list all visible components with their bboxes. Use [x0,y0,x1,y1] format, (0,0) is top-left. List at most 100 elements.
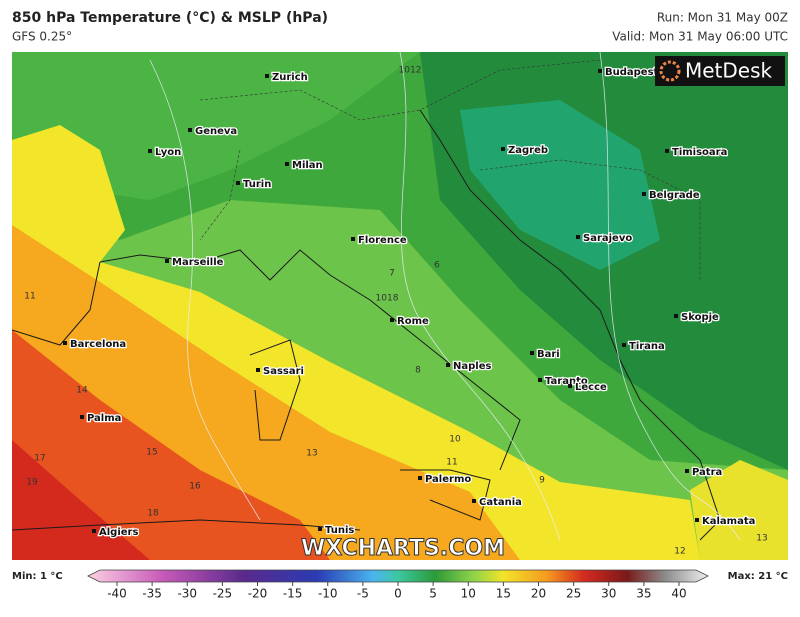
colorbar-tick-label: 25 [566,587,581,601]
contour-label: 13 [756,534,767,544]
city-label: Patra [692,467,722,478]
contour-label: 1018 [376,294,399,304]
city-dot [165,259,169,263]
city-label: Turin [243,179,271,190]
city-dot [390,318,394,322]
city-label: Palermo [425,474,471,485]
city-dot [256,368,260,372]
city-dot [318,527,322,531]
city-dot [351,237,355,241]
city-label: Taranto [545,376,588,387]
city-label: Sarajevo [583,233,632,244]
contour-label: 1012 [399,66,422,76]
city-label: Tirana [629,341,665,352]
colorbar-tick-label: 15 [496,587,511,601]
city-label: Naples [453,361,491,372]
field-red-orange [12,330,330,560]
contour-label: 6 [434,261,440,271]
contour-label: 14 [76,386,88,396]
city-label: Marseille [172,257,224,268]
field-red [12,440,150,560]
city-label: Bari [537,349,560,360]
city-dot [568,384,572,388]
city-dot [598,69,602,73]
city-dot [674,314,678,318]
colorbar-tick-label: 0 [394,587,402,601]
colorbar-tick-label: -20 [248,587,268,601]
city-label: Lyon [155,147,181,158]
contour-label: 12 [674,547,685,557]
colorbar-tick-label: -35 [142,587,162,601]
colorbar-tick-label: -25 [213,587,233,601]
city-label: Milan [292,160,323,171]
legend-max: Max: 21 °C [728,571,788,582]
contour-label: 7 [389,269,395,279]
city-dot [665,149,669,153]
run-time: Run: Mon 31 May 00Z [657,11,788,25]
coastlines [12,109,721,541]
contour-label: 17 [34,454,45,464]
colorbar-tick-label: 5 [429,587,437,601]
colorbar-tick-label: -5 [357,587,369,601]
contour-label: 13 [306,449,317,459]
colorbar-tick-label: 35 [636,587,651,601]
logo: MetDesk [685,59,773,83]
city-label: Budapest [605,67,659,78]
city-label: Catania [479,497,522,508]
valid-time: Valid: Mon 31 May 06:00 UTC [612,30,788,44]
city-label: Palma [87,413,121,424]
city-dot [538,378,542,382]
city-label: Zagreb [508,145,548,156]
city-label: Tunis [325,525,354,536]
city-dot [695,518,699,522]
city-dot [501,147,505,151]
contour-label: 8 [415,366,421,376]
city-label: Belgrade [649,190,700,201]
city-label: Rome [397,316,429,327]
city-dot [80,415,84,419]
city-dot [236,181,240,185]
city-label: Geneva [195,126,237,137]
contour-label: 9 [539,476,545,486]
logo-icon [659,60,681,82]
contour-label: 10 [449,435,461,445]
field-nw [12,52,420,200]
logo-box [655,56,785,86]
city-dot [265,74,269,78]
subtitle: GFS 0.25° [12,30,72,44]
city-labels: Zurich Geneva Lyon Milan Turin Marseille Flore… [63,66,757,539]
contour-label: 11 [446,458,457,468]
contour-label: 11 [24,292,35,302]
city-label: Barcelona [70,339,126,350]
colorbar-ticks: -40 -35 -30 -25 -20 -15 -10 -5 0 5 10 15 20 25 30 35 40 [107,582,687,601]
map: Zurich Geneva Lyon Milan Turin Marseille Flore… [12,52,788,560]
city-dot [92,529,96,533]
contour-label: 15 [146,448,157,458]
isobars [149,52,741,541]
colorbar-tick-label: -15 [283,587,303,601]
city-dot [446,363,450,367]
city-dot [622,343,626,347]
city-dot [576,235,580,239]
city-label: Timisoara [672,147,727,158]
city-dot [148,149,152,153]
city-label: Zurich [272,72,308,83]
city-dot [285,162,289,166]
city-dot [418,476,422,480]
contour-label: 18 [147,509,159,519]
legend-min: Min: 1 °C [12,571,63,582]
city-label: Kalamata [702,516,755,527]
colorbar-tick-label: 10 [461,587,476,601]
city-dot [642,192,646,196]
contour-label: 19 [26,478,38,488]
colorbar [87,569,709,583]
contour-labels: 11 14 15 17 16 18 19 13 10 11 9 12 13 8 7 6 1018 1012 [24,66,767,557]
field-teal [460,100,660,270]
city-dot [472,499,476,503]
colorbar-tick-label: 40 [671,587,686,601]
borders [199,59,701,280]
title: 850 hPa Temperature (°C) & MSLP (hPa) [12,10,328,26]
city-dot [63,341,67,345]
city-dot [685,469,689,473]
